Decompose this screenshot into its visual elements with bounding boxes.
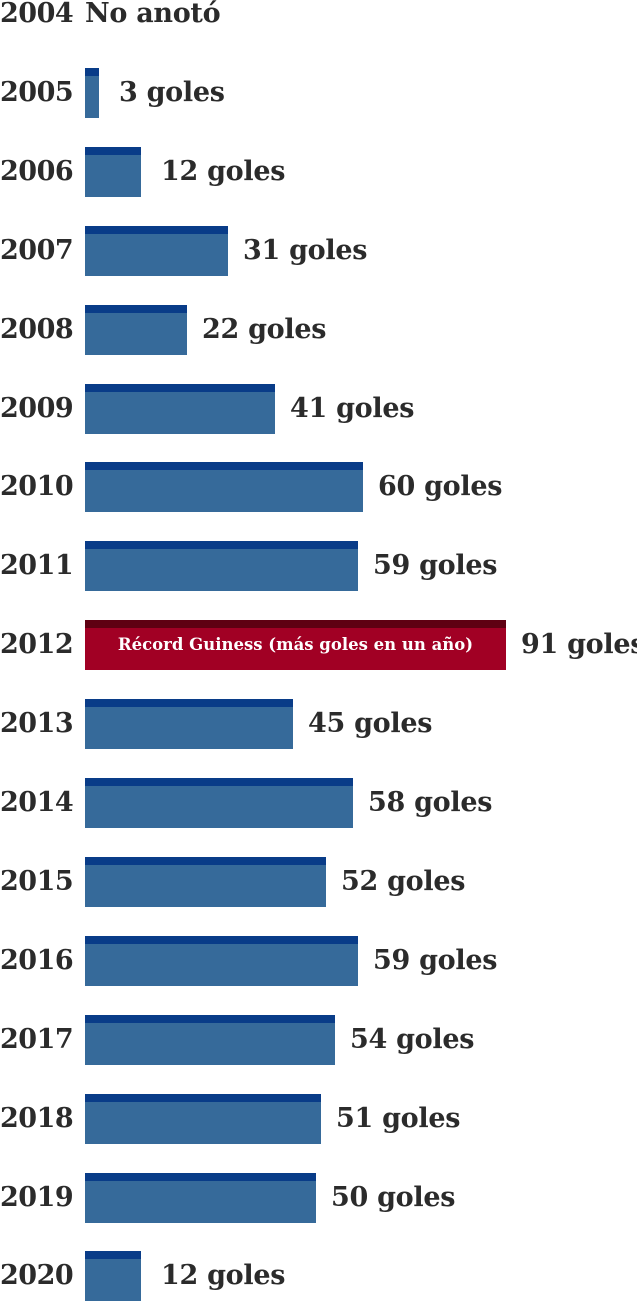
bar-row-2007: 2007 31 goles (0, 225, 637, 276)
year-label: 2006 (0, 155, 74, 187)
value-label: 50 goles (331, 1181, 456, 1213)
bar-2018 (85, 1093, 321, 1144)
year-label: 2007 (0, 234, 74, 266)
year-label: 2008 (0, 313, 74, 345)
bar-row-2020: 2020 12 goles (0, 1251, 637, 1301)
value-label: 60 goles (378, 471, 503, 503)
bar-row-2009: 2009 41 goles (0, 383, 637, 434)
bar-2016 (85, 935, 358, 986)
bar-2012: Récord Guiness (más goles en un año) (85, 620, 506, 671)
value-label: 58 goles (368, 787, 493, 818)
value-label: 12 goles (161, 1260, 286, 1292)
year-label: 2015 (0, 865, 74, 897)
bar-2019 (85, 1172, 316, 1223)
year-label: 2004 (0, 0, 74, 29)
bar-2020 (85, 1251, 141, 1301)
bar-row-2010: 2010 60 goles (0, 462, 637, 513)
bar-2005 (85, 67, 99, 118)
bar-row-2013: 2013 45 goles (0, 699, 637, 750)
year-label: 2005 (0, 76, 74, 108)
value-label: 41 goles (290, 392, 415, 424)
bar-row-2005: 2005 3 goles (0, 67, 637, 118)
value-label: 45 goles (308, 708, 433, 740)
bar-row-2012: 2012 Récord Guiness (más goles en un año)… (0, 620, 637, 671)
bar-row-2015: 2015 52 goles (0, 856, 637, 907)
value-label: 22 goles (202, 313, 327, 345)
bar-row-2006: 2006 12 goles (0, 146, 637, 197)
value-label: 91 goles (521, 629, 637, 661)
value-label: 12 goles (161, 155, 286, 187)
value-label: 59 goles (373, 944, 498, 976)
value-label: 51 goles (336, 1102, 461, 1134)
bar-2009 (85, 383, 275, 434)
value-label: 3 goles (119, 76, 225, 108)
year-label: 2009 (0, 392, 74, 424)
bar-2014 (85, 778, 353, 828)
year-label: 2014 (0, 787, 74, 818)
value-label: 54 goles (350, 1023, 475, 1055)
year-label: 2018 (0, 1102, 74, 1134)
bar-row-2014: 2014 58 goles (0, 778, 637, 828)
bar-2011 (85, 541, 358, 592)
bar-2006 (85, 146, 141, 197)
value-label: 52 goles (341, 865, 466, 897)
bar-2007 (85, 225, 228, 276)
bar-2010 (85, 462, 363, 513)
year-label: 2012 (0, 629, 74, 661)
record-annotation: Récord Guiness (más goles en un año) (117, 635, 474, 655)
bar-row-2011: 2011 59 goles (0, 541, 637, 592)
bar-row-2004: 2004 No anotó (0, 0, 637, 39)
bar-2013 (85, 699, 293, 750)
value-label: No anotó (85, 0, 221, 29)
bar-row-2008: 2008 22 goles (0, 304, 637, 355)
bar-row-2018: 2018 51 goles (0, 1093, 637, 1144)
year-label: 2013 (0, 708, 74, 740)
bar-2017 (85, 1014, 335, 1065)
year-label: 2019 (0, 1181, 74, 1213)
year-label: 2020 (0, 1260, 74, 1292)
year-label: 2011 (0, 550, 74, 582)
bar-row-2017: 2017 54 goles (0, 1014, 637, 1065)
year-label: 2016 (0, 944, 74, 976)
year-label: 2017 (0, 1023, 74, 1055)
bar-2008 (85, 304, 187, 355)
year-label: 2010 (0, 471, 74, 503)
value-label: 31 goles (243, 234, 368, 266)
bar-row-2019: 2019 50 goles (0, 1172, 637, 1223)
bar-2015 (85, 856, 326, 907)
bar-row-2016: 2016 59 goles (0, 935, 637, 986)
value-label: 59 goles (373, 550, 498, 582)
